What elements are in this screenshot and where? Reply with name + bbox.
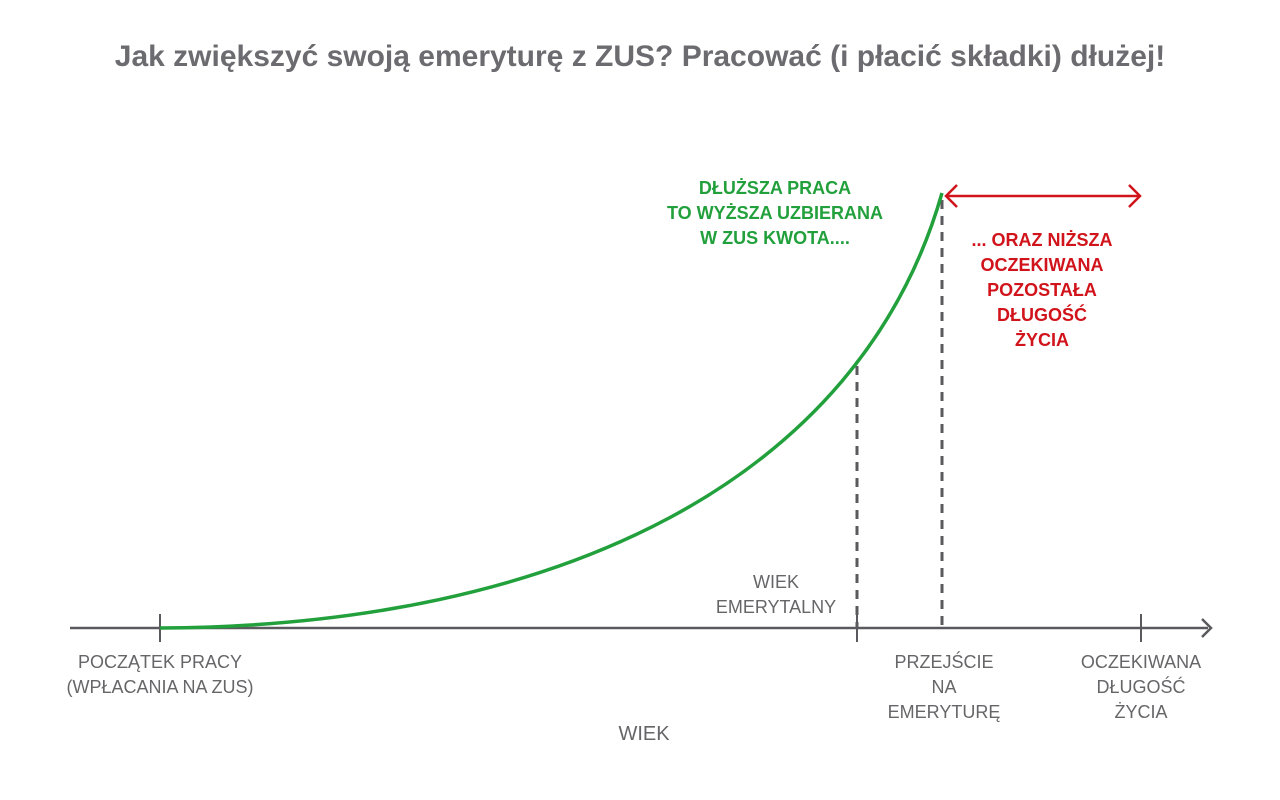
axis-arrowhead: [1201, 618, 1213, 638]
annotation-line: DŁUGOŚĆ: [997, 305, 1087, 325]
annotation-line: OCZEKIWANA: [980, 255, 1104, 275]
label-line: ŻYCIA: [1114, 702, 1168, 722]
green-annotation: DŁUŻSZA PRACA TO WYŻSZA UZBIERANA W ZUS …: [620, 176, 930, 251]
arrowhead-right: [1128, 184, 1142, 208]
label-line: WIEK: [752, 572, 799, 592]
annotation-line: DŁUŻSZA PRACA: [698, 178, 852, 198]
annotation-line: TO WYŻSZA UZBIERANA: [667, 203, 883, 223]
tick-label-retirement: PRZEJŚCIE NA EMERYTURĘ: [864, 650, 1024, 725]
annotation-line: ŻYCIA: [1015, 330, 1069, 350]
label-line: OCZEKIWANA: [1080, 652, 1202, 672]
label-line: (WPŁACANIA NA ZUS): [66, 677, 254, 697]
arrowhead-left: [944, 184, 958, 208]
diagram-title: Jak zwiększyć swoją emeryturę z ZUS? Pra…: [114, 40, 1166, 73]
axis-label: WIEK: [618, 723, 670, 745]
label-line: EMERYTALNY: [715, 597, 837, 617]
label-line: DŁUGOŚĆ: [1096, 677, 1186, 697]
label-line: NA: [931, 677, 957, 697]
annotation-line: ... ORAZ NIŻSZA: [971, 230, 1113, 250]
tick-label-life-expectancy: OCZEKIWANA DŁUGOŚĆ ŻYCIA: [1061, 650, 1221, 725]
label-line: POCZĄTEK PRACY: [77, 652, 243, 672]
annotation-line: W ZUS KWOTA....: [700, 228, 850, 248]
savings-curve: [159, 192, 944, 630]
label-line: PRZEJŚCIE: [894, 652, 994, 672]
tick-label-start: POCZĄTEK PRACY (WPŁACANIA NA ZUS): [30, 650, 290, 700]
annotation-line: POZOSTAŁA: [987, 280, 1097, 300]
retirement-age-label: WIEK EMERYTALNY: [696, 570, 856, 620]
red-annotation: ... ORAZ NIŻSZA OCZEKIWANA POZOSTAŁA DŁU…: [942, 228, 1142, 353]
label-line: EMERYTURĘ: [887, 702, 1001, 722]
